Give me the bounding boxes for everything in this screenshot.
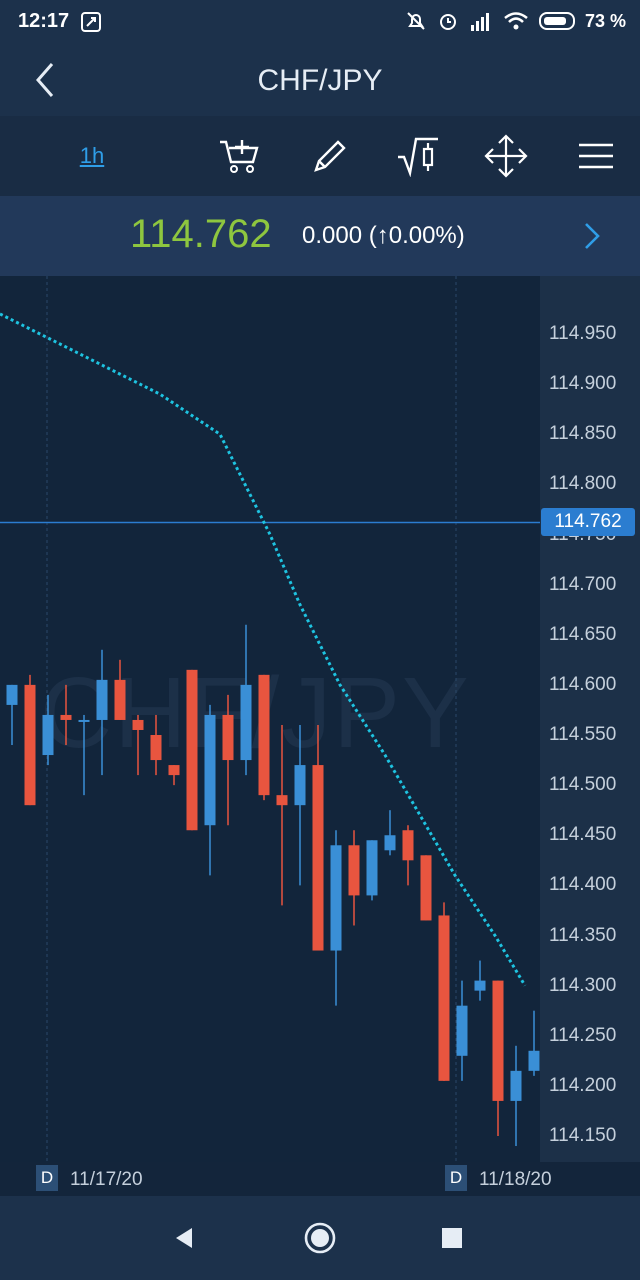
nav-back-button[interactable] xyxy=(162,1216,206,1260)
price-axis: 114.950114.900114.850114.800114.750114.7… xyxy=(540,276,640,1162)
price-axis-label: 114.450 xyxy=(549,824,617,846)
candle-body xyxy=(438,915,450,1081)
chart-watermark: CHF/JPY xyxy=(40,657,471,769)
price-axis-label: 114.300 xyxy=(549,974,617,996)
candle-body xyxy=(24,684,36,806)
date-label: 11/17/20 xyxy=(70,1169,143,1190)
hamburger-menu-icon xyxy=(579,143,613,169)
menu-button[interactable] xyxy=(568,130,624,182)
candle-body xyxy=(384,835,396,851)
candle-body xyxy=(510,1070,522,1101)
drawing-tools-button[interactable] xyxy=(302,130,358,182)
candle-body xyxy=(492,980,504,1101)
price-axis-label: 114.200 xyxy=(549,1074,617,1096)
status-time: 12:17 xyxy=(18,10,70,32)
back-arrow-icon xyxy=(36,63,54,97)
battery-icon xyxy=(538,12,575,30)
candle-body xyxy=(78,719,90,722)
candle-body xyxy=(132,719,144,730)
candle-body xyxy=(474,980,486,991)
wifi-icon xyxy=(504,12,528,30)
signal-icon xyxy=(470,13,489,31)
day-marker: D xyxy=(445,1165,467,1191)
screenshot-notification-icon xyxy=(81,12,101,32)
price-axis-label: 114.150 xyxy=(549,1125,617,1146)
price-axis-label: 114.650 xyxy=(549,623,617,645)
nav-recents-button[interactable] xyxy=(430,1216,474,1260)
candle-body xyxy=(60,714,72,720)
price-axis-label: 114.800 xyxy=(549,473,617,495)
candle-body xyxy=(240,684,252,761)
candle-body xyxy=(402,830,414,861)
moving-average-line xyxy=(0,312,527,987)
price-axis-label: 114.400 xyxy=(549,874,617,896)
date-axis: D 11/17/20 D 11/18/20 xyxy=(0,1162,640,1196)
price-axis-label: 114.350 xyxy=(549,924,617,946)
candle-body xyxy=(420,855,432,921)
candle-body xyxy=(258,674,270,796)
price-axis-label: 114.500 xyxy=(549,774,617,796)
price-axis-label: 114.600 xyxy=(549,673,617,695)
candle-body xyxy=(96,679,108,720)
move-arrows-icon xyxy=(484,134,528,178)
chart-area[interactable]: CHF/JPY xyxy=(0,276,540,1162)
candle-body xyxy=(366,840,378,896)
square-recents-icon xyxy=(442,1228,462,1248)
day-marker: D xyxy=(36,1165,58,1191)
timeframe-button[interactable]: 1h xyxy=(64,130,120,182)
circle-home-icon xyxy=(304,1222,336,1254)
status-icons: 73 % xyxy=(405,10,626,32)
candle-body xyxy=(528,1050,540,1071)
candlestick-chart xyxy=(0,276,540,1162)
cart-add-icon xyxy=(220,140,259,173)
status-bar: 12:17 73 % xyxy=(0,0,640,44)
date-label: 11/18/20 xyxy=(479,1169,552,1190)
nav-home-button[interactable] xyxy=(298,1216,342,1260)
price-axis-label: 114.900 xyxy=(549,373,617,395)
candle-body xyxy=(312,765,324,951)
candle-body xyxy=(168,765,180,776)
page-title: CHF/JPY xyxy=(257,64,383,97)
candle-body xyxy=(114,679,126,720)
indicators-button[interactable] xyxy=(390,130,446,182)
candle-body xyxy=(204,714,216,826)
battery-percent: 73 % xyxy=(584,10,626,31)
candle-body xyxy=(150,735,162,761)
indicator-candle-icon xyxy=(398,137,438,177)
move-chart-button[interactable] xyxy=(478,130,534,182)
alarm-icon xyxy=(439,14,456,30)
candle-body xyxy=(186,669,198,831)
current-price-tag: 114.762 xyxy=(541,508,635,536)
new-order-button[interactable] xyxy=(212,130,268,182)
price-axis-label: 114.850 xyxy=(549,423,617,445)
pencil-icon xyxy=(314,140,346,172)
timeframe-label: 1h xyxy=(79,143,105,168)
mute-icon xyxy=(407,12,425,30)
candle-body xyxy=(6,684,18,705)
header-bar: CHF/JPY xyxy=(0,44,640,117)
chevron-right-icon[interactable] xyxy=(574,218,610,254)
price-axis-label: 114.700 xyxy=(549,573,617,595)
candle-body xyxy=(456,1005,468,1056)
chart-toolbar: 1h xyxy=(0,116,640,196)
candle-body xyxy=(348,845,360,896)
price-axis-label: 114.550 xyxy=(549,724,617,745)
back-button[interactable] xyxy=(30,58,70,102)
candle-body xyxy=(330,845,342,951)
candle-body xyxy=(294,765,306,806)
price-change: 0.000 (↑0.00%) xyxy=(302,222,465,249)
price-banner[interactable]: 114.762 0.000 (↑0.00%) xyxy=(0,196,640,276)
triangle-back-icon xyxy=(176,1228,192,1248)
system-nav-bar xyxy=(0,1196,640,1280)
current-price: 114.762 xyxy=(130,212,272,256)
candle-body xyxy=(42,714,54,756)
candle-body xyxy=(276,795,288,806)
candle-body xyxy=(222,714,234,761)
price-axis-label: 114.950 xyxy=(549,323,617,344)
price-axis-label: 114.250 xyxy=(549,1024,617,1046)
